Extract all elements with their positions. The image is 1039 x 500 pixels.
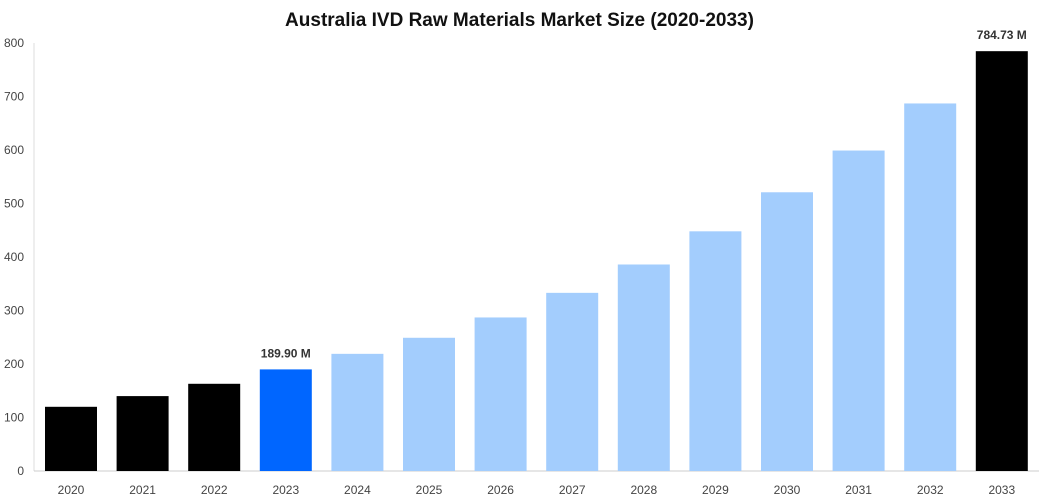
bar-2021 — [116, 396, 169, 471]
x-tick-label: 2024 — [344, 483, 371, 497]
y-tick-label: 100 — [4, 411, 24, 425]
bar-2023 — [259, 369, 312, 471]
bar-2030 — [761, 192, 813, 471]
x-tick-label: 2025 — [416, 483, 443, 497]
bar-2024 — [331, 353, 384, 471]
bar-2029 — [689, 231, 742, 471]
bar-2031 — [832, 150, 885, 471]
bar-2020 — [45, 406, 97, 471]
x-tick-label: 2023 — [272, 483, 299, 497]
bar-2022 — [188, 383, 241, 471]
x-tick-label: 2020 — [58, 483, 85, 497]
chart-title: Australia IVD Raw Materials Market Size … — [285, 10, 754, 31]
bar-2025 — [403, 337, 455, 471]
y-tick-label: 800 — [4, 36, 24, 50]
y-tick-label: 0 — [17, 464, 24, 478]
x-tick-label: 2030 — [774, 483, 801, 497]
x-tick-label: 2027 — [559, 483, 586, 497]
x-tick-label: 2033 — [988, 483, 1015, 497]
y-tick-label: 600 — [4, 143, 24, 157]
bar-2028 — [617, 264, 670, 471]
y-tick-label: 700 — [4, 90, 24, 104]
bar-2027 — [546, 292, 599, 471]
y-tick-label: 400 — [4, 250, 24, 264]
y-tick-label: 500 — [4, 197, 24, 211]
bar-2032 — [904, 103, 957, 471]
x-tick-label: 2022 — [201, 483, 228, 497]
y-tick-label: 300 — [4, 304, 24, 318]
bar-2026 — [474, 317, 527, 471]
x-tick-label: 2029 — [702, 483, 729, 497]
data-label: 784.73 M — [977, 28, 1027, 42]
x-tick-label: 2028 — [630, 483, 657, 497]
x-tick-label: 2032 — [917, 483, 944, 497]
x-tick-label: 2026 — [487, 483, 514, 497]
data-label: 189.90 M — [261, 346, 311, 360]
x-tick-label: 2031 — [845, 483, 872, 497]
y-tick-label: 200 — [4, 357, 24, 371]
x-tick-label: 2021 — [129, 483, 156, 497]
bar-2033 — [975, 51, 1028, 472]
